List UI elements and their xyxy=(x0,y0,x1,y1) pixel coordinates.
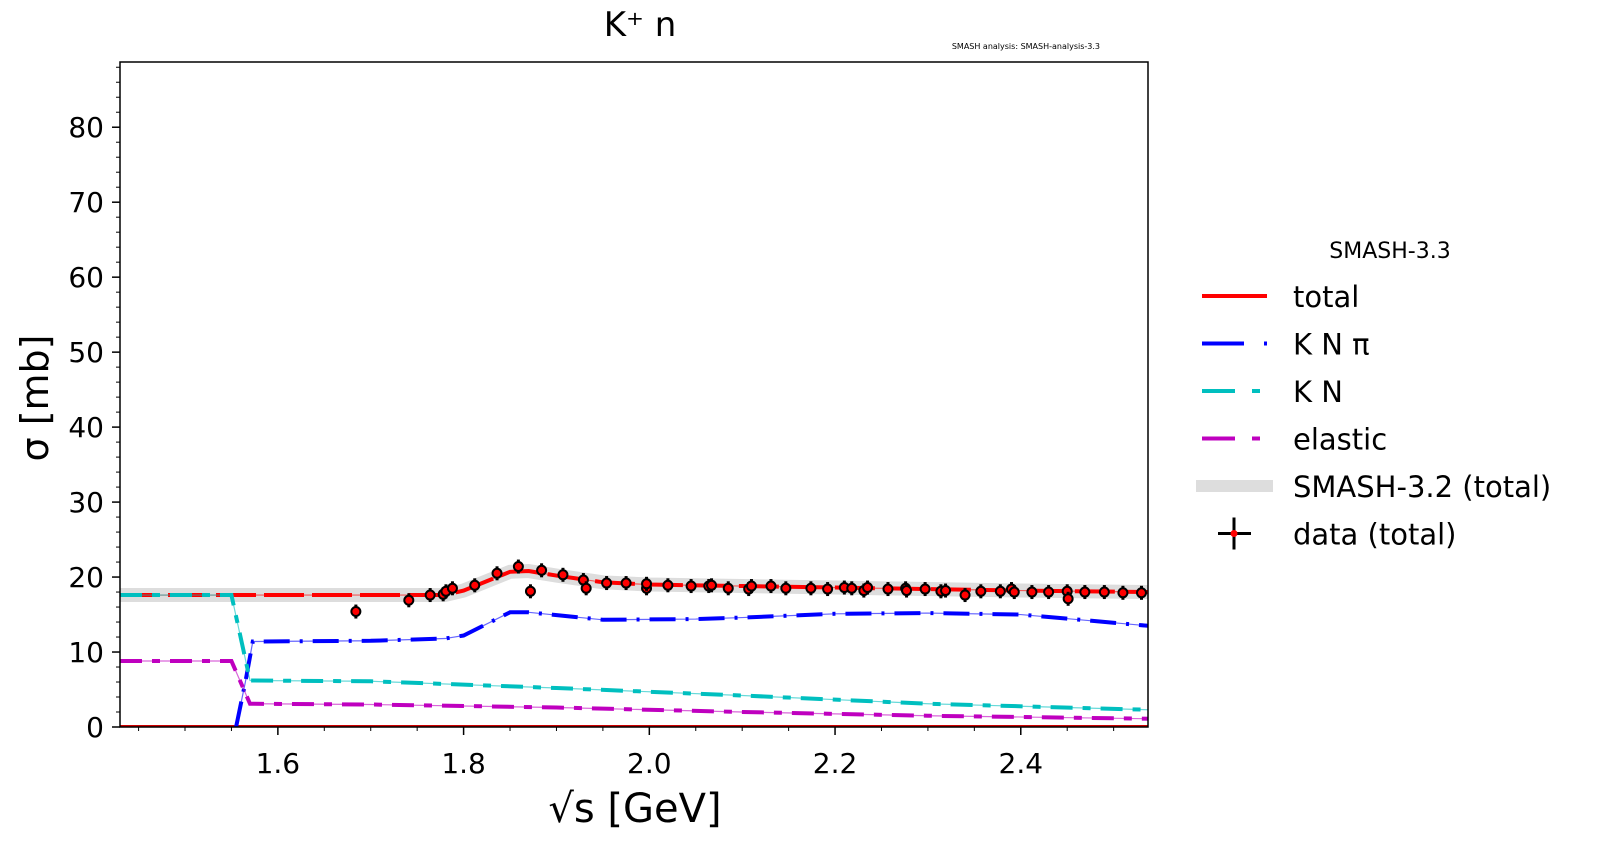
data-point xyxy=(706,579,718,591)
legend-elastic-label: elastic xyxy=(1293,423,1387,457)
legend-total-label: total xyxy=(1293,280,1359,314)
data-point xyxy=(641,578,653,590)
legend: SMASH-3.3 total K N π K N elastic SMASH-3.2 … xyxy=(1196,239,1551,552)
data-point xyxy=(350,606,362,618)
data-point xyxy=(765,580,777,592)
x-axis-label: √s [GeV] xyxy=(548,786,721,832)
y-tick-label: 50 xyxy=(68,336,104,369)
plot-frame xyxy=(119,61,1149,728)
legend-smash-3-2-total-swatch xyxy=(1196,480,1273,492)
legend-data-total-swatch-dot xyxy=(1230,530,1238,537)
data-point xyxy=(722,582,734,594)
data-point xyxy=(524,585,536,597)
legend-smash-3-2-total-label: SMASH-3.2 (total) xyxy=(1293,470,1551,504)
y-tick-label: 60 xyxy=(68,261,104,294)
data-point xyxy=(780,582,792,594)
x-tick-label: 2.0 xyxy=(627,747,672,780)
legend-data-total-label: data (total) xyxy=(1293,518,1456,552)
data-point xyxy=(469,579,481,591)
data-point xyxy=(994,585,1006,597)
data-point xyxy=(1098,586,1110,598)
data-point xyxy=(601,577,613,589)
data-point xyxy=(620,577,632,589)
y-tick-label: 0 xyxy=(86,711,104,744)
series-k-n xyxy=(234,610,1148,727)
data-point xyxy=(882,583,894,595)
data-point xyxy=(805,582,817,594)
legend-k-n-label: K N xyxy=(1293,375,1343,409)
data-point xyxy=(662,579,674,591)
data-point xyxy=(1026,586,1038,598)
y-tick-label: 10 xyxy=(68,636,104,669)
data-point xyxy=(846,582,858,594)
data-point xyxy=(1043,586,1055,598)
y-tick-label: 80 xyxy=(68,111,104,144)
legend-k-n-label: K N π xyxy=(1293,328,1370,362)
series-k-n xyxy=(120,593,1148,712)
y-tick-label: 40 xyxy=(68,411,104,444)
analysis-annotation: SMASH analysis: SMASH-analysis-3.3 xyxy=(952,42,1100,51)
data-point xyxy=(822,583,834,595)
data-point xyxy=(685,580,697,592)
data-point xyxy=(745,580,757,592)
data-point xyxy=(862,582,874,594)
series-elastic xyxy=(120,659,1148,721)
data-point xyxy=(1008,586,1020,598)
y-tick-label: 70 xyxy=(68,186,104,219)
x-tick-label: 2.2 xyxy=(813,747,858,780)
data-point xyxy=(403,594,415,606)
data-point xyxy=(424,589,436,601)
data-point xyxy=(580,582,592,594)
data-point xyxy=(557,569,569,581)
data-point xyxy=(975,585,987,597)
data-point xyxy=(512,561,524,573)
x-tick-label: 1.8 xyxy=(441,747,486,780)
data-point xyxy=(1117,587,1129,599)
data-point xyxy=(1062,593,1074,605)
data-point xyxy=(1135,587,1147,599)
chart-title: K⁺ n xyxy=(604,5,677,45)
data-point xyxy=(536,564,548,576)
data-point xyxy=(446,582,458,594)
data-point xyxy=(491,567,503,579)
legend-title: SMASH-3.3 xyxy=(1329,239,1450,264)
series-group xyxy=(120,559,1148,727)
x-tick-label: 1.6 xyxy=(256,747,301,780)
data-point xyxy=(919,583,931,595)
x-tick-label: 2.4 xyxy=(999,747,1044,780)
y-tick-label: 20 xyxy=(68,561,104,594)
data-point xyxy=(940,585,952,597)
data-point xyxy=(1079,586,1091,598)
data-point xyxy=(959,589,971,601)
y-tick-label: 30 xyxy=(68,486,104,519)
y-axis-label: σ [mb] xyxy=(13,335,57,462)
data-point xyxy=(901,585,913,597)
